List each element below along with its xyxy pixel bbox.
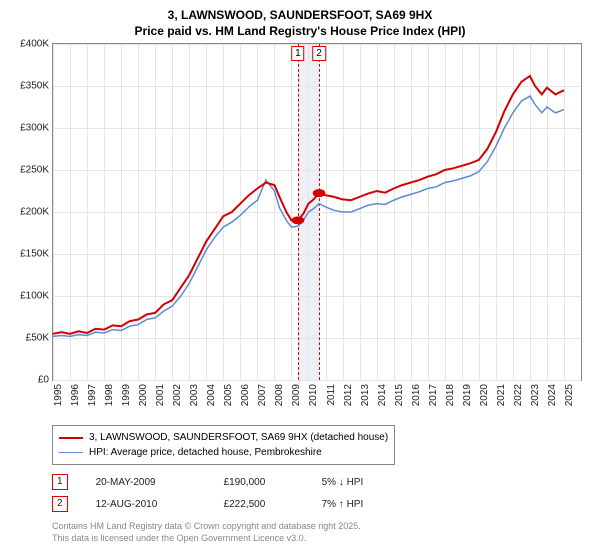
x-tick-label: 1998	[104, 384, 115, 406]
x-tick-label: 2004	[206, 384, 217, 406]
series-svg	[53, 44, 581, 380]
y-tick-label: £150K	[20, 249, 49, 260]
chart-area: £0£50K£100K£150K£200K£250K£300K£350K£400…	[10, 43, 590, 421]
x-tick-label: 2021	[496, 384, 507, 406]
y-tick-label: £250K	[20, 165, 49, 176]
x-tick-label: 2007	[257, 384, 268, 406]
x-tick-label: 2016	[411, 384, 422, 406]
event-number: 2	[52, 496, 68, 512]
event-row: 1 20-MAY-2009 £190,000 5% ↓ HPI	[52, 471, 590, 493]
title-block: 3, LAWNSWOOD, SAUNDERSFOOT, SA69 9HX Pri…	[10, 8, 590, 39]
y-tick-label: £100K	[20, 291, 49, 302]
legend-label: 3, LAWNSWOOD, SAUNDERSFOOT, SA69 9HX (de…	[89, 430, 388, 445]
y-tick-label: £50K	[26, 333, 49, 344]
x-tick-label: 2001	[155, 384, 166, 406]
series-hpi	[53, 96, 564, 336]
x-tick-label: 2014	[377, 384, 388, 406]
footer-line2: This data is licensed under the Open Gov…	[52, 533, 590, 545]
data-point	[313, 189, 326, 197]
x-tick-label: 2011	[326, 384, 337, 406]
data-point	[292, 217, 305, 225]
x-tick-label: 2023	[530, 384, 541, 406]
legend-row: 3, LAWNSWOOD, SAUNDERSFOOT, SA69 9HX (de…	[59, 430, 388, 445]
footer: Contains HM Land Registry data © Crown c…	[52, 521, 590, 544]
event-price: £190,000	[224, 477, 294, 488]
x-tick-label: 2002	[172, 384, 183, 406]
x-tick-label: 2012	[343, 384, 354, 406]
x-tick-label: 2010	[308, 384, 319, 406]
title-line1: 3, LAWNSWOOD, SAUNDERSFOOT, SA69 9HX	[10, 8, 590, 24]
legend-swatch	[59, 452, 83, 453]
x-tick-label: 2025	[564, 384, 575, 406]
x-tick-label: 2005	[223, 384, 234, 406]
legend-row: HPI: Average price, detached house, Pemb…	[59, 445, 388, 460]
x-tick-label: 2013	[360, 384, 371, 406]
x-tick-label: 2009	[291, 384, 302, 406]
x-tick-label: 2000	[138, 384, 149, 406]
x-tick-label: 2024	[547, 384, 558, 406]
title-line2: Price paid vs. HM Land Registry's House …	[10, 24, 590, 40]
x-tick-label: 1995	[53, 384, 64, 406]
x-tick-label: 2006	[240, 384, 251, 406]
event-pct: 7% ↑ HPI	[322, 499, 364, 510]
y-tick-label: £0	[38, 375, 49, 386]
footer-line1: Contains HM Land Registry data © Crown c…	[52, 521, 590, 533]
y-tick-label: £400K	[20, 39, 49, 50]
y-tick-label: £300K	[20, 123, 49, 134]
y-tick-label: £200K	[20, 207, 49, 218]
chart-container: 3, LAWNSWOOD, SAUNDERSFOOT, SA69 9HX Pri…	[0, 0, 600, 560]
event-price: £222,500	[224, 499, 294, 510]
x-tick-label: 1997	[87, 384, 98, 406]
x-tick-label: 1999	[121, 384, 132, 406]
x-tick-label: 1996	[70, 384, 81, 406]
x-tick-label: 2020	[479, 384, 490, 406]
event-date: 20-MAY-2009	[96, 477, 196, 488]
event-date: 12-AUG-2010	[96, 499, 196, 510]
legend-label: HPI: Average price, detached house, Pemb…	[89, 445, 322, 460]
series-price_paid	[53, 76, 564, 334]
event-pct: 5% ↓ HPI	[322, 477, 364, 488]
events-table: 1 20-MAY-2009 £190,000 5% ↓ HPI 2 12-AUG-2010…	[52, 471, 590, 515]
legend-swatch	[59, 437, 83, 439]
x-tick-label: 2018	[445, 384, 456, 406]
x-tick-label: 2017	[428, 384, 439, 406]
plot-region: £0£50K£100K£150K£200K£250K£300K£350K£400…	[52, 43, 582, 381]
x-tick-label: 2019	[462, 384, 473, 406]
legend: 3, LAWNSWOOD, SAUNDERSFOOT, SA69 9HX (de…	[52, 425, 395, 465]
x-tick-label: 2003	[189, 384, 200, 406]
gridline-h	[53, 380, 581, 381]
x-tick-label: 2015	[394, 384, 405, 406]
x-tick-label: 2008	[274, 384, 285, 406]
y-tick-label: £350K	[20, 81, 49, 92]
x-tick-label: 2022	[513, 384, 524, 406]
event-number: 1	[52, 474, 68, 490]
event-row: 2 12-AUG-2010 £222,500 7% ↑ HPI	[52, 493, 590, 515]
